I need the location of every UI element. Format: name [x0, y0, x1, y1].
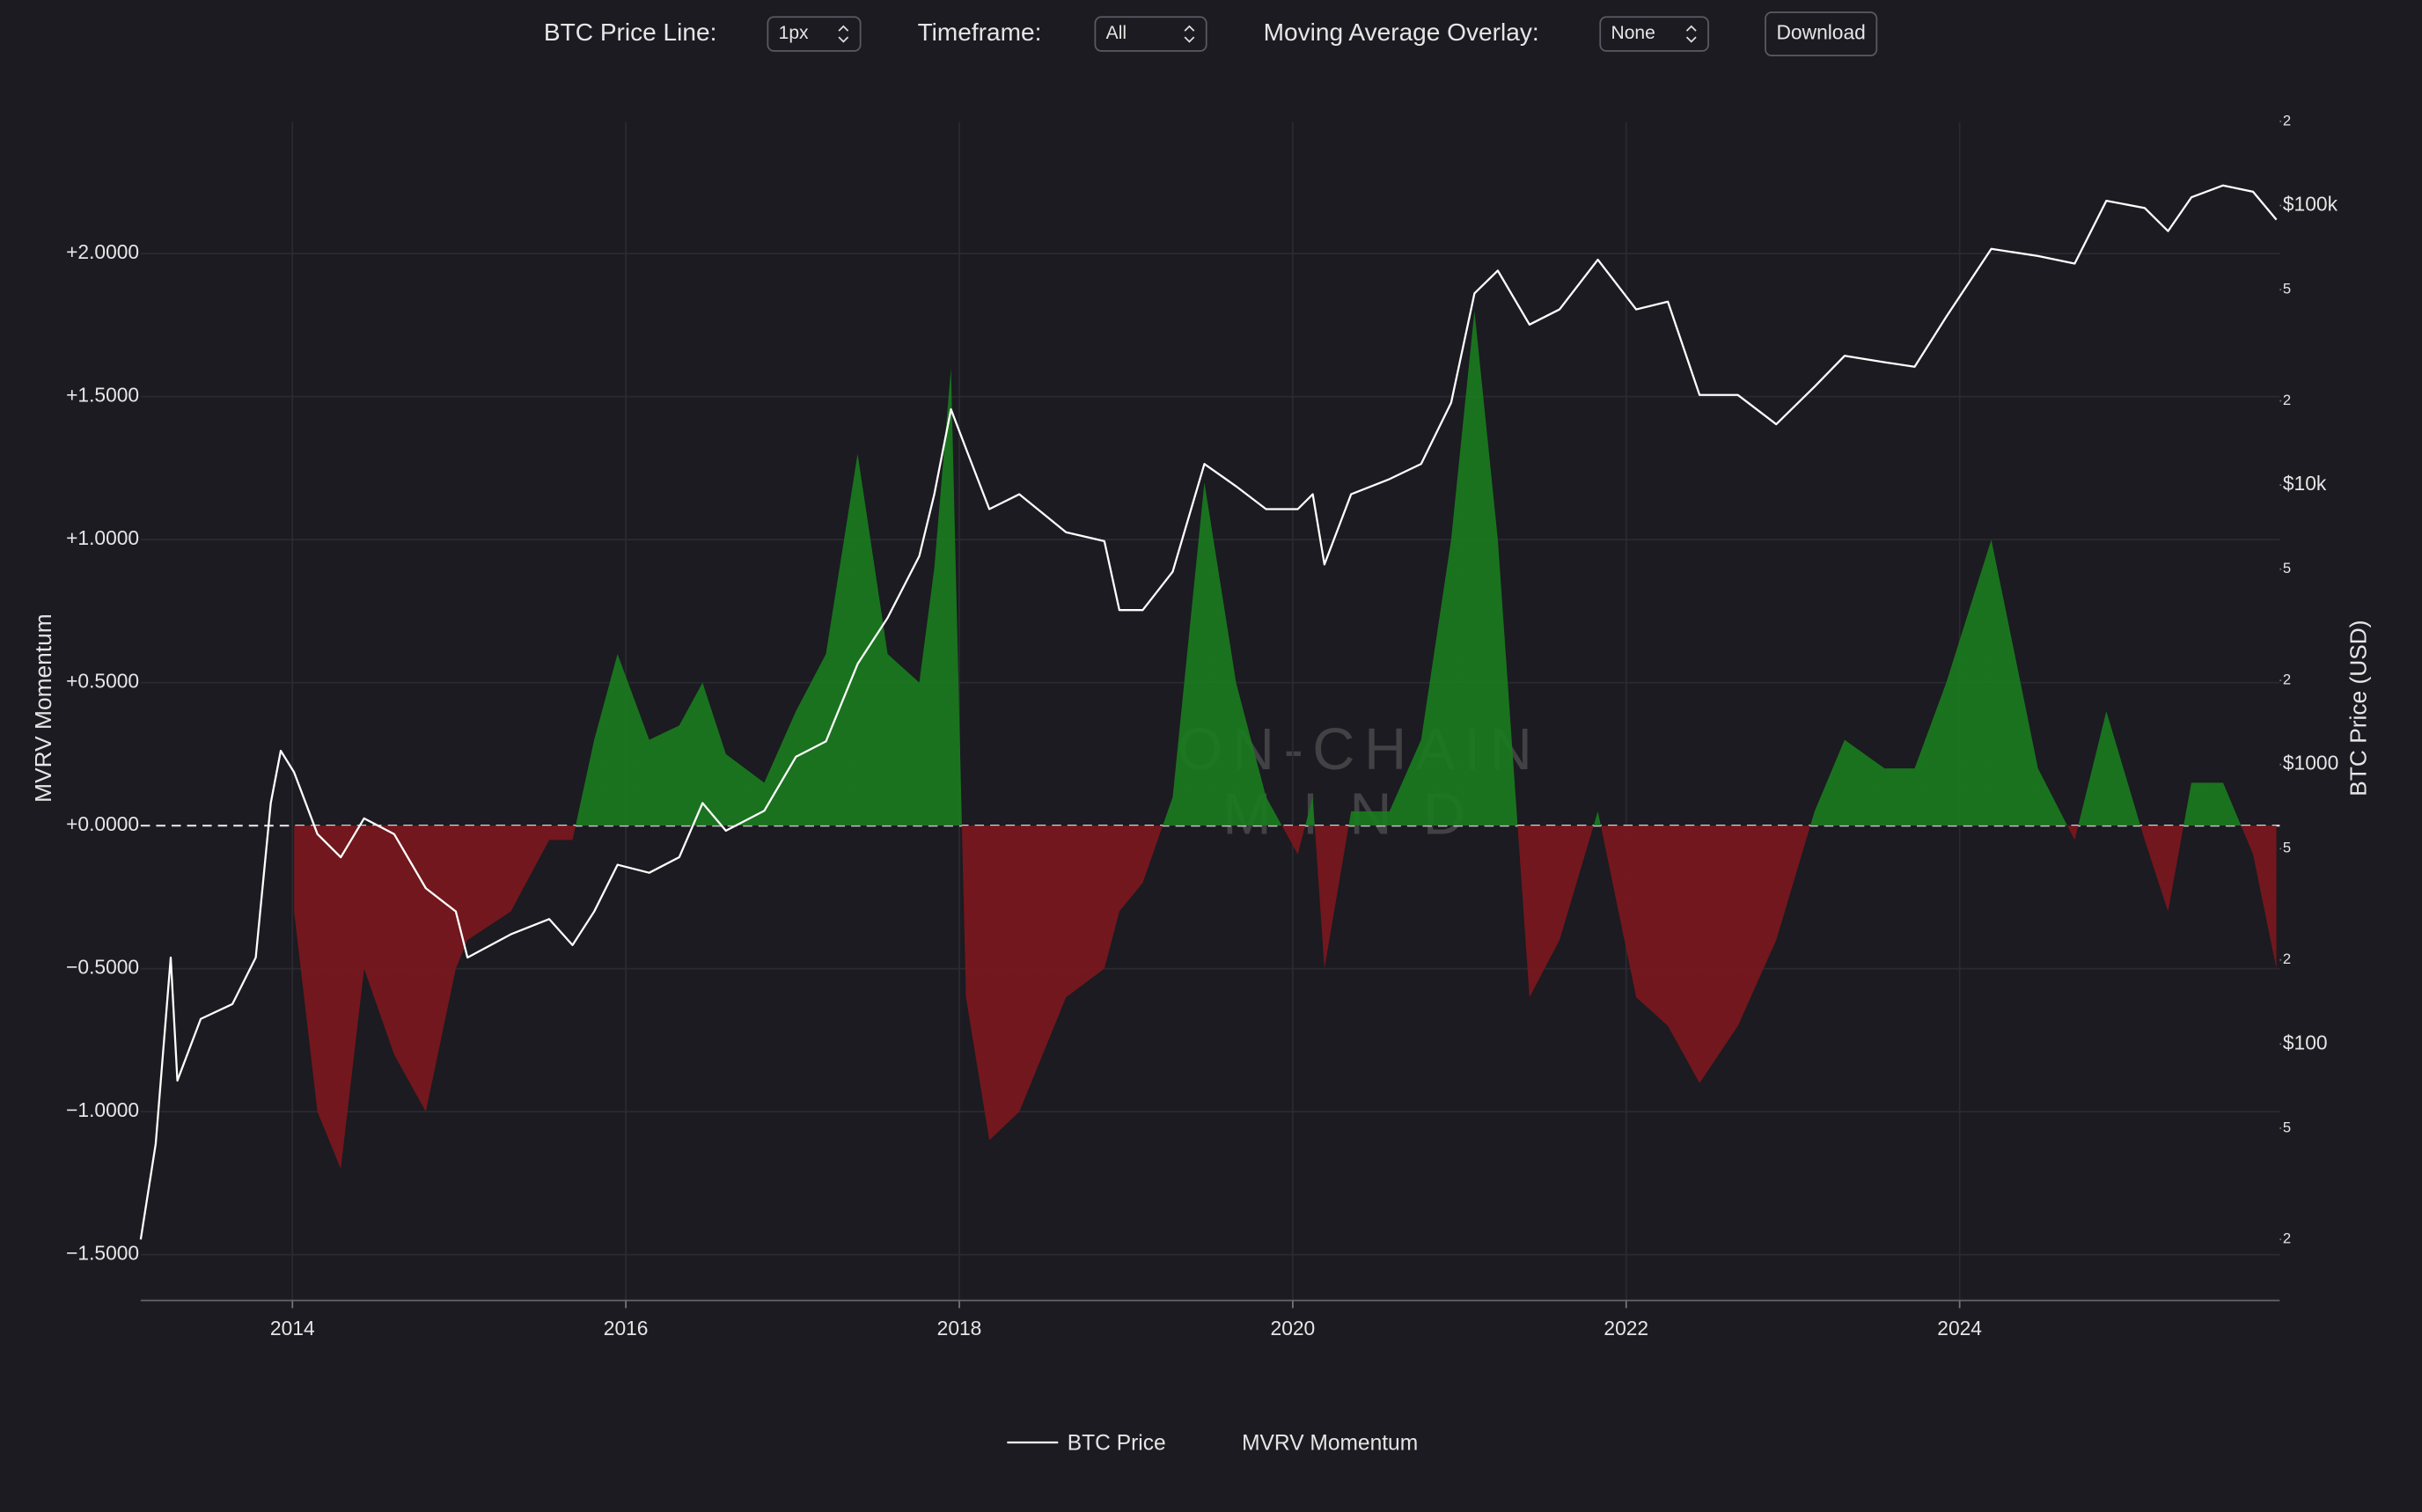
- y2-tick-label: 2: [2283, 112, 2291, 128]
- download-button[interactable]: Download: [1765, 11, 1878, 57]
- legend-label[interactable]: BTC Price: [1068, 1431, 1166, 1455]
- y-tick-label: +0.0000: [66, 812, 139, 835]
- control-label: Timeframe:: [918, 18, 1042, 46]
- dropdown-arrow[interactable]: [838, 25, 849, 43]
- dropdown-arrow[interactable]: [1685, 25, 1697, 43]
- y-tick-label: −1.5000: [66, 1242, 139, 1265]
- dropdown[interactable]: All: [1094, 16, 1207, 52]
- y2-tick-label: 5: [2283, 281, 2291, 297]
- y-tick-label: −1.0000: [66, 1098, 139, 1121]
- y-tick-label: +1.0000: [66, 526, 139, 549]
- price-line: [139, 184, 2278, 1240]
- y2-tick-label: $10k: [2283, 472, 2327, 495]
- mvrv-area: [294, 311, 2277, 1170]
- dropdown-value[interactable]: 1px: [779, 23, 809, 43]
- dropdown[interactable]: 1px: [767, 16, 862, 52]
- legend-item[interactable]: BTC Price: [1007, 1431, 1166, 1455]
- y2-tick-label: $100: [2283, 1031, 2328, 1053]
- legend-label[interactable]: MVRV Momentum: [1242, 1431, 1418, 1455]
- x-tick-label: 2022: [1604, 1317, 1648, 1340]
- y2-tick-label: 5: [2283, 560, 2291, 576]
- y-tick-label: +2.0000: [66, 240, 139, 263]
- dropdown[interactable]: None: [1599, 16, 1709, 52]
- legend-item[interactable]: MVRV Momentum: [1242, 1431, 1418, 1455]
- x-tick-label: 2020: [1271, 1317, 1316, 1340]
- x-tick-label: 2018: [937, 1317, 982, 1340]
- x-tick-label: 2024: [1937, 1317, 1982, 1340]
- control-label: Moving Average Overlay:: [1264, 18, 1539, 46]
- y2-tick-label: $100k: [2283, 193, 2338, 216]
- y2-tick-label: 2: [2283, 1230, 2291, 1247]
- y2-tick-label: 2: [2283, 392, 2291, 408]
- y2-axis-title: BTC Price (USD): [2345, 620, 2372, 796]
- dropdown-box[interactable]: [1599, 16, 1709, 52]
- y2-tick-label: 5: [2283, 1119, 2291, 1135]
- y2-tick-label: $1000: [2283, 752, 2338, 774]
- dropdown-box[interactable]: [767, 16, 862, 52]
- y2-tick-label: 2: [2283, 672, 2291, 688]
- y-tick-label: −0.5000: [66, 956, 139, 979]
- dropdown-value[interactable]: All: [1106, 23, 1127, 43]
- control-label: BTC Price Line:: [544, 18, 717, 46]
- y-axis-title: MVRV Momentum: [30, 613, 56, 802]
- x-tick-label: 2014: [270, 1317, 315, 1340]
- download-label[interactable]: Download: [1776, 21, 1865, 44]
- dropdown-value[interactable]: None: [1611, 23, 1655, 43]
- download-box[interactable]: [1765, 11, 1878, 57]
- y-tick-label: +0.5000: [66, 670, 139, 693]
- dropdown-arrow[interactable]: [1184, 25, 1195, 43]
- x-tick-label: 2016: [604, 1317, 649, 1340]
- y-tick-label: +1.5000: [66, 384, 139, 407]
- dropdown-box[interactable]: [1094, 16, 1207, 52]
- y2-tick-label: 5: [2283, 840, 2291, 856]
- y2-tick-label: 2: [2283, 951, 2291, 967]
